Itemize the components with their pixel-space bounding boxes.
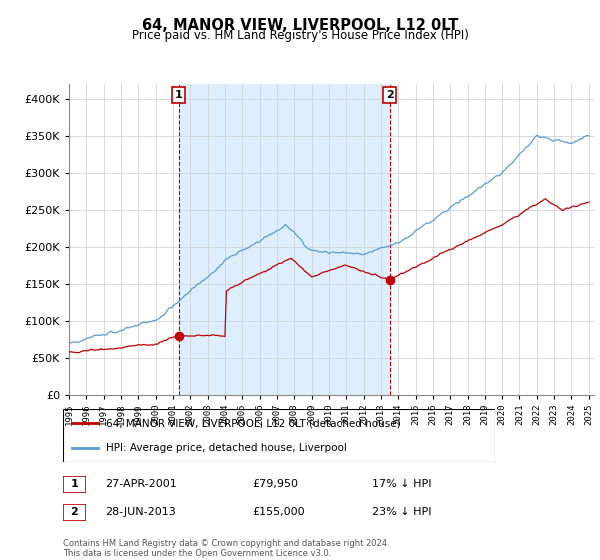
Bar: [179, 84, 389, 395]
Text: 2: 2: [386, 90, 394, 100]
Text: Contains HM Land Registry data © Crown copyright and database right 2024.
This d: Contains HM Land Registry data © Crown c…: [63, 539, 389, 558]
Text: 27-APR-2001: 27-APR-2001: [105, 479, 177, 489]
Text: 64, MANOR VIEW, LIVERPOOL, L12 0LT (detached house): 64, MANOR VIEW, LIVERPOOL, L12 0LT (deta…: [106, 418, 401, 428]
Text: 23% ↓ HPI: 23% ↓ HPI: [372, 507, 431, 517]
Text: £155,000: £155,000: [252, 507, 305, 517]
Text: Price paid vs. HM Land Registry's House Price Index (HPI): Price paid vs. HM Land Registry's House …: [131, 29, 469, 42]
Text: HPI: Average price, detached house, Liverpool: HPI: Average price, detached house, Live…: [106, 442, 347, 452]
Text: 2: 2: [71, 507, 78, 517]
Text: 17% ↓ HPI: 17% ↓ HPI: [372, 479, 431, 489]
Text: 1: 1: [175, 90, 182, 100]
Text: 28-JUN-2013: 28-JUN-2013: [105, 507, 176, 517]
Text: £79,950: £79,950: [252, 479, 298, 489]
Text: 1: 1: [71, 479, 78, 489]
Text: 64, MANOR VIEW, LIVERPOOL, L12 0LT: 64, MANOR VIEW, LIVERPOOL, L12 0LT: [142, 18, 458, 33]
